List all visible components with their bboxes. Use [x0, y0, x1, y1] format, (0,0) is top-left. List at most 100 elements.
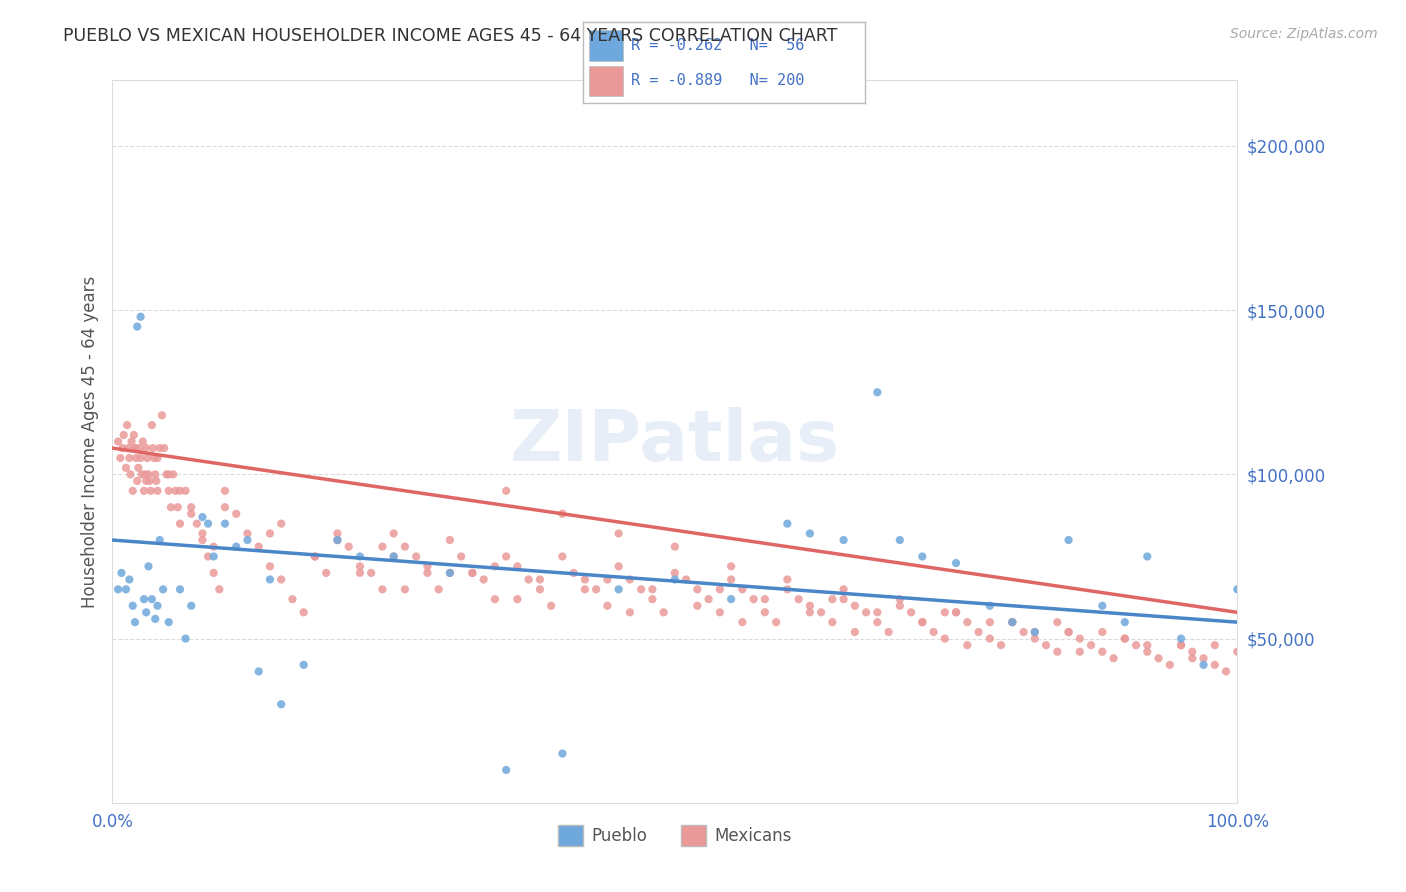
Point	[127, 319, 149, 334]
Point	[562, 566, 585, 580]
Point	[416, 559, 439, 574]
Point	[889, 533, 911, 547]
Point	[1114, 632, 1136, 646]
Point	[132, 592, 155, 607]
Point	[529, 582, 551, 597]
Point	[911, 549, 934, 564]
Bar	[589, 66, 623, 96]
Point	[517, 573, 540, 587]
Point	[236, 533, 259, 547]
Point	[117, 441, 139, 455]
Point	[1091, 645, 1114, 659]
Point	[1012, 625, 1035, 640]
Point	[720, 592, 742, 607]
Point	[799, 605, 821, 619]
Point	[124, 615, 146, 630]
Point	[1147, 651, 1170, 665]
Point	[1181, 645, 1204, 659]
Point	[143, 450, 166, 465]
Point	[1170, 632, 1192, 646]
Point	[540, 599, 562, 613]
Point	[110, 566, 132, 580]
Point	[281, 592, 304, 607]
Point	[855, 605, 877, 619]
Point	[180, 507, 202, 521]
Point	[121, 599, 143, 613]
Point	[900, 605, 922, 619]
Legend: Pueblo, Mexicans: Pueblo, Mexicans	[551, 819, 799, 852]
Point	[709, 582, 731, 597]
Point	[115, 460, 138, 475]
Point	[776, 582, 799, 597]
Point	[1159, 657, 1181, 672]
Point	[169, 483, 191, 498]
Point	[349, 566, 371, 580]
Point	[1069, 645, 1091, 659]
Point	[889, 599, 911, 613]
Point	[180, 599, 202, 613]
Point	[1091, 599, 1114, 613]
Point	[630, 582, 652, 597]
Text: ZIPatlas: ZIPatlas	[510, 407, 839, 476]
Point	[596, 573, 619, 587]
Point	[979, 632, 1001, 646]
Point	[1057, 533, 1080, 547]
Point	[225, 540, 247, 554]
Point	[270, 516, 292, 531]
Point	[1102, 651, 1125, 665]
Point	[866, 385, 889, 400]
Point	[326, 533, 349, 547]
Point	[664, 566, 686, 580]
Point	[799, 599, 821, 613]
Point	[1170, 638, 1192, 652]
Point	[135, 605, 157, 619]
Point	[382, 549, 405, 564]
Point	[166, 500, 188, 515]
Point	[191, 526, 214, 541]
Point	[111, 441, 134, 455]
Point	[107, 434, 129, 449]
Point	[214, 483, 236, 498]
Point	[529, 573, 551, 587]
Point	[967, 625, 990, 640]
Point	[641, 592, 664, 607]
Point	[145, 474, 167, 488]
Point	[585, 582, 607, 597]
Point	[832, 592, 855, 607]
Point	[120, 467, 142, 482]
Point	[439, 533, 461, 547]
Point	[304, 549, 326, 564]
Point	[214, 500, 236, 515]
Point	[810, 605, 832, 619]
Point	[619, 605, 641, 619]
Point	[180, 500, 202, 515]
Point	[787, 592, 810, 607]
Point	[138, 559, 160, 574]
Point	[506, 559, 529, 574]
Point	[129, 450, 152, 465]
Point	[832, 533, 855, 547]
Point	[138, 467, 160, 482]
Point	[304, 549, 326, 564]
Point	[115, 582, 138, 597]
Point	[1057, 625, 1080, 640]
Point	[1181, 651, 1204, 665]
Point	[405, 549, 427, 564]
Point	[1080, 638, 1102, 652]
Point	[1001, 615, 1024, 630]
Point	[191, 510, 214, 524]
Point	[1046, 615, 1069, 630]
Bar	[589, 30, 623, 61]
Point	[157, 467, 180, 482]
Point	[394, 582, 416, 597]
Point	[472, 573, 495, 587]
Y-axis label: Householder Income Ages 45 - 64 years: Householder Income Ages 45 - 64 years	[80, 276, 98, 607]
Point	[731, 582, 754, 597]
Point	[1215, 665, 1237, 679]
Point	[979, 599, 1001, 613]
Point	[945, 605, 967, 619]
Point	[110, 450, 132, 465]
Point	[382, 549, 405, 564]
Point	[720, 573, 742, 587]
Point	[118, 573, 141, 587]
